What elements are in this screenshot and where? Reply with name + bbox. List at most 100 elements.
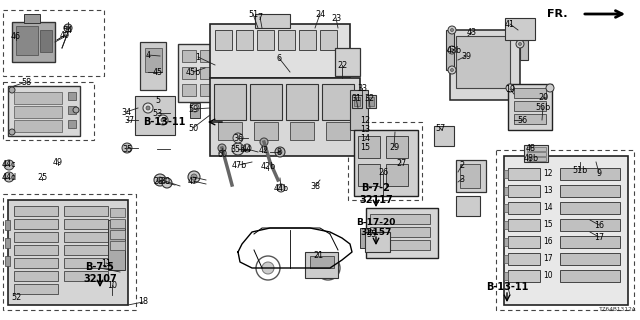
Circle shape: [218, 144, 226, 152]
Bar: [145, 48, 162, 72]
Bar: [64, 245, 108, 255]
Bar: [358, 136, 380, 158]
Text: 8: 8: [276, 148, 282, 156]
Text: 43: 43: [467, 28, 477, 36]
Bar: [335, 48, 360, 76]
Circle shape: [122, 143, 132, 153]
Circle shape: [260, 138, 268, 146]
Text: B-17-20
32157: B-17-20 32157: [356, 218, 396, 237]
Bar: [110, 241, 125, 250]
Bar: [290, 122, 314, 140]
Text: 13: 13: [360, 124, 370, 133]
Circle shape: [546, 84, 554, 92]
Bar: [504, 187, 508, 195]
Bar: [456, 160, 486, 192]
Text: 39: 39: [461, 52, 471, 60]
Text: 58: 58: [21, 77, 31, 86]
Circle shape: [146, 106, 150, 110]
Bar: [110, 230, 125, 239]
Text: 44d: 44d: [1, 172, 17, 181]
Bar: [560, 185, 620, 197]
Text: 11: 11: [101, 259, 111, 268]
Bar: [504, 255, 508, 263]
Text: 49: 49: [53, 157, 63, 166]
Text: B-7-2
32117: B-7-2 32117: [359, 183, 393, 204]
Text: 48: 48: [526, 143, 536, 153]
Text: 25: 25: [37, 172, 47, 181]
Circle shape: [451, 28, 454, 31]
Bar: [527, 147, 546, 151]
Text: TZ64B1312A: TZ64B1312A: [598, 307, 636, 312]
Bar: [305, 252, 338, 278]
Bar: [456, 196, 480, 216]
Bar: [110, 208, 125, 217]
Text: 51: 51: [248, 10, 258, 19]
Circle shape: [518, 43, 522, 45]
Text: 47: 47: [188, 177, 198, 186]
Bar: [360, 228, 368, 248]
Bar: [508, 168, 540, 180]
Bar: [352, 95, 362, 108]
Bar: [514, 101, 546, 111]
Circle shape: [448, 66, 456, 74]
Bar: [8, 86, 80, 136]
Bar: [14, 219, 58, 229]
Text: 43b: 43b: [447, 45, 461, 54]
Text: 24: 24: [315, 10, 325, 19]
Bar: [560, 202, 620, 214]
Text: 54: 54: [62, 26, 72, 35]
Bar: [446, 30, 454, 50]
Text: B-13-11: B-13-11: [486, 282, 528, 292]
Bar: [508, 253, 540, 265]
Bar: [560, 253, 620, 265]
Bar: [14, 271, 58, 281]
Bar: [370, 227, 430, 237]
Text: 46: 46: [11, 31, 21, 41]
Text: 42: 42: [259, 146, 269, 155]
Circle shape: [262, 262, 274, 274]
Bar: [386, 136, 408, 158]
Bar: [370, 214, 430, 224]
Bar: [24, 14, 40, 23]
Circle shape: [67, 27, 70, 29]
Bar: [236, 30, 253, 50]
Bar: [68, 92, 76, 100]
Text: 18: 18: [138, 298, 148, 307]
Circle shape: [448, 26, 456, 34]
Bar: [320, 30, 337, 50]
Circle shape: [232, 143, 244, 155]
Circle shape: [448, 46, 456, 54]
Text: 15: 15: [360, 142, 370, 151]
Bar: [68, 106, 76, 114]
Bar: [366, 95, 376, 108]
Text: 32: 32: [364, 93, 374, 102]
Bar: [250, 84, 282, 120]
Text: 29: 29: [389, 142, 399, 151]
Bar: [286, 84, 318, 120]
Bar: [368, 97, 374, 106]
Text: 16: 16: [543, 237, 552, 246]
Text: 45b: 45b: [186, 68, 200, 76]
Text: 37: 37: [124, 116, 134, 124]
Bar: [514, 114, 546, 124]
Circle shape: [277, 184, 285, 192]
Text: 10: 10: [543, 271, 552, 280]
Bar: [218, 122, 242, 140]
Bar: [3, 82, 94, 140]
Bar: [5, 256, 10, 266]
Circle shape: [191, 104, 199, 112]
Text: 60: 60: [217, 149, 227, 158]
Bar: [182, 67, 196, 79]
Bar: [560, 236, 620, 248]
Bar: [504, 238, 508, 246]
Text: 31: 31: [351, 93, 361, 102]
Bar: [14, 245, 58, 255]
Bar: [508, 219, 540, 231]
Text: 35b: 35b: [230, 145, 246, 154]
Circle shape: [233, 133, 243, 143]
Text: 16: 16: [594, 220, 604, 229]
Text: 55: 55: [366, 229, 376, 238]
Bar: [255, 14, 290, 28]
Text: 42b: 42b: [260, 162, 276, 171]
Bar: [504, 204, 508, 212]
